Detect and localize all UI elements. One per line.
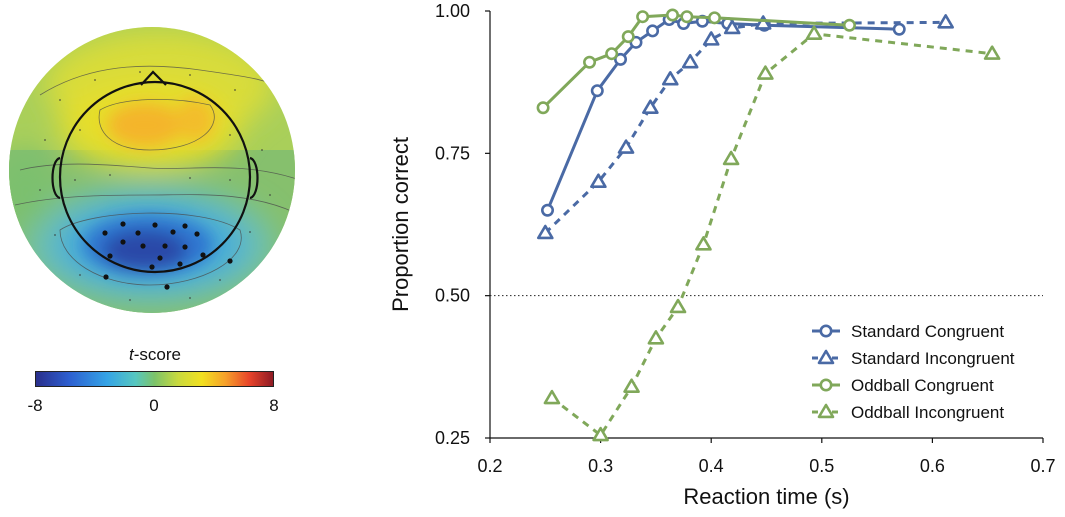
data-point-oddball-incongruent	[983, 45, 1001, 60]
series-standard-incongruent	[536, 14, 954, 240]
legend-item-oddball-congruent: Oddball Congruent	[812, 376, 994, 395]
data-point-standard-congruent	[541, 203, 555, 217]
data-point-standard-incongruent	[590, 173, 607, 188]
data-point-oddball-congruent	[621, 30, 635, 44]
data-point-oddball-incongruent	[757, 65, 774, 80]
colorbar-label: t-score	[129, 345, 181, 364]
y-tick-label: 0.25	[435, 428, 470, 448]
data-point-oddball-congruent	[583, 55, 597, 69]
data-point-standard-incongruent	[617, 139, 635, 154]
colorbar-tick-mid: 0	[149, 396, 159, 415]
data-point-standard-congruent	[646, 24, 660, 38]
colorbar	[35, 371, 274, 387]
x-axis-label: Reaction time (s)	[683, 484, 849, 509]
legend-label: Oddball Incongruent	[851, 403, 1004, 422]
data-point-oddball-incongruent	[592, 426, 609, 442]
colorbar-tick-max: 8	[269, 396, 279, 415]
data-point-standard-incongruent	[536, 224, 554, 240]
data-point-oddball-congruent	[536, 101, 550, 115]
chart-root: 0.2 0.3 0.4 0.5 0.6 0.7 0.25 0.50 0.75 1.00 Reacti…	[388, 1, 1056, 509]
right-ear-mark	[249, 156, 259, 200]
legend-label: Standard Incongruent	[851, 349, 1015, 368]
series-oddball-incongruent	[543, 25, 1001, 442]
data-point-standard-incongruent	[681, 53, 699, 69]
data-point-oddball-incongruent	[669, 298, 687, 314]
data-point-standard-incongruent	[642, 99, 659, 114]
data-point-standard-congruent	[614, 52, 628, 66]
data-point-standard-incongruent	[754, 15, 772, 30]
x-tick-label: 0.6	[920, 456, 945, 476]
data-point-oddball-incongruent	[623, 378, 640, 393]
data-point-standard-incongruent	[661, 71, 679, 86]
data-point-oddball-congruent	[605, 47, 619, 61]
y-tick-label: 0.75	[435, 143, 470, 163]
legend-item-oddball-incongruent: Oddball Incongruent	[812, 403, 1004, 422]
left-ear-mark	[51, 156, 61, 200]
data-point-oddball-congruent	[665, 8, 679, 22]
data-point-oddball-incongruent	[805, 25, 823, 40]
legend-item-standard-incongruent: Standard Incongruent	[812, 349, 1015, 368]
legend-label: Standard Congruent	[851, 322, 1004, 341]
data-point-standard-incongruent	[702, 31, 720, 46]
data-point-oddball-congruent	[708, 11, 722, 25]
data-point-oddball-congruent	[842, 18, 856, 32]
legend-swatch-marker	[817, 349, 835, 365]
legend-swatch-marker	[817, 403, 835, 419]
legend-swatch-marker	[819, 324, 833, 338]
y-tick-label: 0.50	[435, 286, 470, 306]
legend-swatch-marker	[819, 378, 833, 392]
data-point-oddball-incongruent	[543, 389, 561, 405]
data-point-oddball-congruent	[680, 10, 694, 24]
data-point-oddball-congruent	[636, 10, 650, 24]
x-tick-label: 0.5	[809, 456, 834, 476]
colorbar-tick-min: -8	[27, 396, 43, 415]
x-tick-label: 0.4	[699, 456, 724, 476]
data-point-standard-incongruent	[723, 19, 741, 35]
x-tick-label: 0.3	[588, 456, 613, 476]
series-oddball-congruent	[536, 8, 856, 115]
data-point-oddball-incongruent	[722, 150, 740, 166]
data-point-standard-congruent	[892, 22, 906, 36]
data-point-oddball-incongruent	[695, 236, 712, 251]
legend: Standard Congruent Standard Incongruent Od…	[812, 322, 1015, 422]
series-line-oddball-incongruent	[550, 32, 993, 437]
series-line-standard-incongruent	[544, 20, 946, 235]
nose-mark	[140, 70, 167, 86]
y-tick-label: 1.00	[435, 1, 470, 21]
x-tick-label: 0.2	[477, 456, 502, 476]
head-outline	[51, 70, 259, 274]
y-axis-label: Proportion correct	[388, 137, 413, 312]
data-point-standard-congruent	[590, 84, 604, 98]
legend-item-standard-congruent: Standard Congruent	[812, 322, 1004, 341]
data-point-oddball-incongruent	[647, 330, 665, 345]
scalp-topography-map	[9, 27, 295, 313]
data-point-standard-incongruent	[937, 14, 954, 29]
legend-label: Oddball Congruent	[851, 376, 994, 395]
series-standard-congruent	[541, 13, 906, 217]
x-tick-label: 0.7	[1030, 456, 1055, 476]
topography-panel	[0, 0, 310, 430]
